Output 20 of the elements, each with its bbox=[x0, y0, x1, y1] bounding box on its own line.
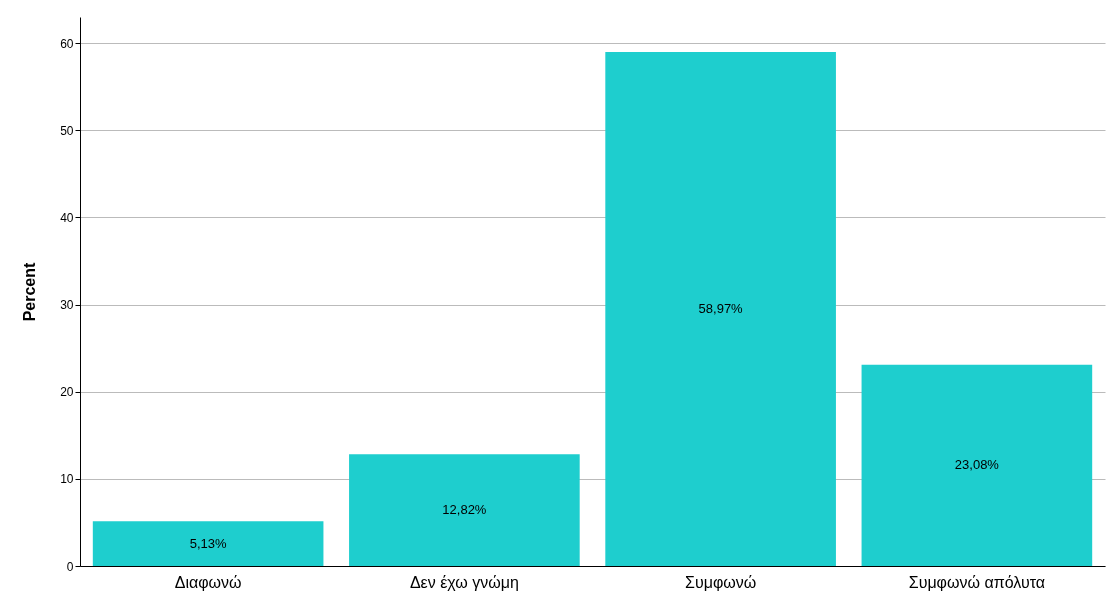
y-tick-label: 50 bbox=[60, 123, 74, 138]
data-label: 23,08% bbox=[954, 457, 1000, 473]
bar bbox=[92, 521, 324, 566]
x-tick-label: Συμφωνώ bbox=[685, 573, 757, 591]
data-label: 58,97% bbox=[698, 301, 744, 317]
x-tick-label: Δεν έχω γνώμη bbox=[409, 573, 519, 591]
bar bbox=[605, 52, 836, 566]
x-tick-label: Συμφωνώ απόλυτα bbox=[908, 573, 1046, 591]
y-tick-label: 20 bbox=[60, 385, 74, 400]
bar bbox=[349, 454, 580, 566]
y-tick-label: 0 bbox=[66, 559, 74, 574]
y-tick-label: 40 bbox=[60, 210, 74, 225]
data-label: 12,82% bbox=[442, 502, 487, 518]
y-tick-label: 30 bbox=[60, 298, 74, 313]
y-tick-label: 60 bbox=[60, 36, 74, 51]
y-tick-label: 10 bbox=[60, 472, 74, 487]
bar bbox=[861, 364, 1093, 566]
y-axis-title: Percent bbox=[21, 261, 39, 322]
data-label: 5,13% bbox=[189, 535, 227, 551]
x-tick-label: Διαφωνώ bbox=[174, 573, 242, 591]
